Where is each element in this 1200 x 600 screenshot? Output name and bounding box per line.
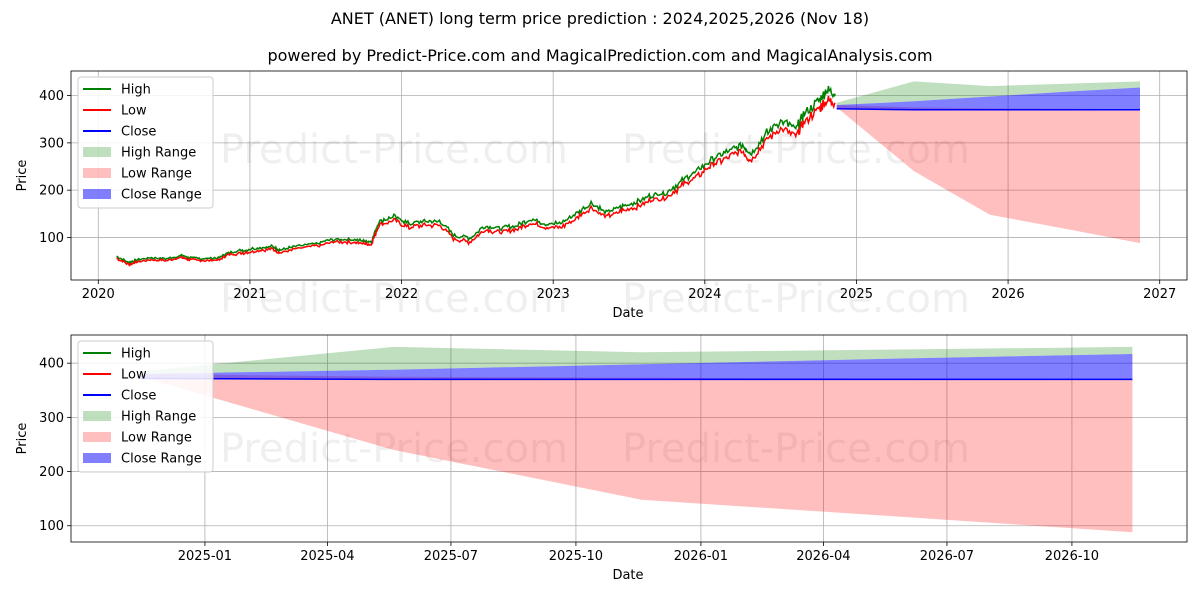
gridlines bbox=[71, 71, 1187, 280]
legend-low-range: Low Range bbox=[83, 167, 192, 182]
legend-close-range: Close Range bbox=[83, 188, 202, 203]
x-tick-label: 2026-07 bbox=[920, 549, 974, 564]
x-tick-label: 2026-04 bbox=[796, 549, 850, 564]
x-tick-label: 2025-04 bbox=[300, 549, 354, 564]
low-range-area bbox=[140, 374, 1133, 533]
watermarks: Predict-Price.com Predict-Price.com Predic… bbox=[220, 127, 970, 322]
legend-low: Low bbox=[83, 368, 147, 383]
legend-swatch-patch bbox=[83, 432, 111, 442]
legend-swatch-patch bbox=[83, 168, 111, 178]
legend-label: Low bbox=[121, 368, 147, 383]
x-tick-label: 2021 bbox=[233, 287, 266, 302]
low-series-line bbox=[116, 95, 836, 267]
close-series-line bbox=[140, 377, 1133, 381]
legend-label: Close bbox=[121, 125, 156, 140]
plot-area bbox=[116, 81, 1140, 267]
y-axis-ticks: 100 200 300 400 bbox=[39, 357, 71, 534]
legend-label: High bbox=[121, 83, 151, 98]
chart-title: ANET (ANET) long term price prediction :… bbox=[330, 9, 870, 28]
legend-high: High bbox=[83, 347, 151, 362]
y-tick-label: 400 bbox=[39, 89, 64, 104]
legend-low: Low bbox=[83, 104, 147, 119]
axes-frame bbox=[70, 70, 1188, 281]
high-range-area bbox=[140, 346, 1133, 374]
x-tick-label: 2025-01 bbox=[178, 549, 232, 564]
y-tick-label: 300 bbox=[39, 411, 64, 426]
legend-label: Close Range bbox=[121, 188, 202, 203]
x-tick-label: 2020 bbox=[82, 287, 115, 302]
watermark-text: Predict-Price.com bbox=[220, 426, 568, 472]
chart-panel-2: Predict-Price.com Predict-Price.com 2025-0… bbox=[15, 334, 1188, 583]
legend: High Low Close High Range Low Range Close Ran… bbox=[77, 76, 214, 209]
x-tick-label: 2025-10 bbox=[549, 549, 603, 564]
legend-label: Close Range bbox=[121, 452, 202, 467]
y-tick-label: 200 bbox=[39, 465, 64, 480]
legend-label: High Range bbox=[121, 146, 196, 161]
legend-label: Low Range bbox=[121, 431, 192, 446]
close-range-area bbox=[836, 87, 1140, 110]
x-axis-ticks: 2025-01 2025-04 2025-07 2025-10 2026-01 2026-… bbox=[178, 542, 1099, 564]
x-tick-label: 2023 bbox=[537, 287, 570, 302]
y-tick-label: 400 bbox=[39, 357, 64, 372]
legend-swatch-patch bbox=[83, 147, 111, 157]
legend-label: Close bbox=[121, 389, 156, 404]
legend-swatch-patch bbox=[83, 411, 111, 421]
x-tick-label: 2027 bbox=[1143, 287, 1176, 302]
legend-high-range: High Range bbox=[83, 146, 196, 161]
y-axis-ticks: 100 200 300 400 bbox=[39, 89, 71, 246]
close-series-line bbox=[836, 108, 1140, 111]
y-axis-label: Price bbox=[15, 160, 30, 192]
legend-swatch-patch bbox=[83, 189, 111, 199]
legend-low-range: Low Range bbox=[83, 431, 192, 446]
legend-close: Close bbox=[83, 389, 156, 404]
legend-high-range: High Range bbox=[83, 410, 196, 425]
high-series-line bbox=[116, 85, 836, 265]
high-range-area bbox=[836, 81, 1140, 105]
x-tick-label: 2025 bbox=[840, 287, 873, 302]
x-tick-label: 2026-01 bbox=[674, 549, 728, 564]
legend-label: Low Range bbox=[121, 167, 192, 182]
legend-box bbox=[77, 76, 214, 209]
legend-high: High bbox=[83, 83, 151, 98]
y-tick-label: 200 bbox=[39, 184, 64, 199]
legend-box bbox=[77, 340, 214, 473]
plot-area bbox=[140, 346, 1133, 533]
x-axis-label: Date bbox=[612, 306, 643, 321]
axes-frame bbox=[70, 334, 1188, 543]
watermark-text: Predict-Price.com bbox=[220, 276, 568, 322]
x-axis-label: Date bbox=[612, 568, 643, 583]
watermark-text: Predict-Price.com bbox=[220, 127, 568, 173]
y-tick-label: 300 bbox=[39, 136, 64, 151]
watermark-text: Predict-Price.com bbox=[622, 276, 970, 322]
legend-close: Close bbox=[83, 125, 156, 140]
x-axis-ticks: 2020 2021 2022 2023 2024 2025 2026 2027 bbox=[82, 280, 1176, 302]
watermark-text: Predict-Price.com bbox=[622, 426, 970, 472]
chart-panel-1: Predict-Price.com Predict-Price.com Predic… bbox=[15, 70, 1188, 322]
y-tick-label: 100 bbox=[39, 231, 64, 246]
low-range-area bbox=[836, 105, 1140, 244]
x-tick-label: 2026 bbox=[992, 287, 1025, 302]
y-tick-label: 100 bbox=[39, 519, 64, 534]
legend-swatch-patch bbox=[83, 453, 111, 463]
close-range-area bbox=[140, 354, 1133, 380]
watermarks: Predict-Price.com Predict-Price.com bbox=[220, 426, 970, 472]
x-tick-label: 2026-10 bbox=[1045, 549, 1099, 564]
x-tick-label: 2024 bbox=[688, 287, 721, 302]
legend-label: High Range bbox=[121, 410, 196, 425]
legend: High Low Close High Range Low Range Close Ran… bbox=[77, 340, 214, 473]
chart-subtitle: powered by Predict-Price.com and Magical… bbox=[267, 46, 933, 65]
legend-label: Low bbox=[121, 104, 147, 119]
x-tick-label: 2022 bbox=[385, 287, 418, 302]
legend-label: High bbox=[121, 347, 151, 362]
x-tick-label: 2025-07 bbox=[424, 549, 478, 564]
y-axis-label: Price bbox=[15, 423, 30, 455]
legend-close-range: Close Range bbox=[83, 452, 202, 467]
